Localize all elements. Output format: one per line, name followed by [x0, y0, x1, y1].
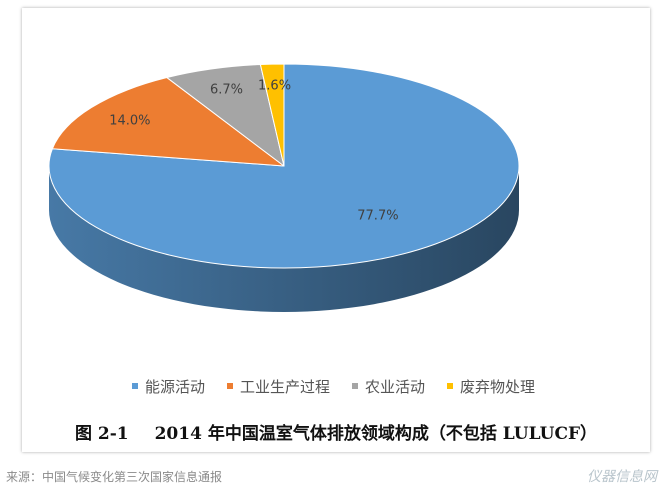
- legend-item-3: 废弃物处理: [447, 376, 535, 397]
- watermark: 仪器信息网: [587, 469, 657, 485]
- figure-title: 2014 年中国温室气体排放领域构成（不包括 LULUCF）: [154, 424, 598, 444]
- pie-side-0: [49, 166, 519, 312]
- data-label-1: 14.0%: [109, 113, 150, 128]
- pie-slice-3: [259, 63, 285, 167]
- data-label-3: 1.6%: [258, 79, 291, 94]
- data-label-2: 6.7%: [210, 82, 243, 97]
- legend-label-2: 农业活动: [365, 377, 426, 396]
- legend-label-0: 能源活动: [145, 377, 206, 396]
- data-label-0: 77.7%: [357, 208, 398, 223]
- legend: 能源活动 工业生产过程 农业活动 废弃物处理: [132, 376, 535, 396]
- figure-number: 图 2-1: [74, 424, 129, 444]
- legend-item-2: 农业活动: [352, 376, 425, 397]
- legend-swatch-3: [447, 383, 454, 389]
- legend-swatch-2: [352, 383, 359, 389]
- chart-card: 77.7% 14.0% 6.7% 1.6% 能源活动 工业生产过程 农业活动 废弃物处理 图…: [22, 8, 650, 452]
- source-note: 来源：中国气候变化第三次国家信息通报: [6, 470, 223, 484]
- legend-label-1: 工业生产过程: [240, 377, 331, 396]
- legend-item-0: 能源活动: [132, 376, 205, 397]
- figure-caption: 图 2-1 2014 年中国温室气体排放领域构成（不包括 LULUCF）: [22, 419, 650, 444]
- pie-chart: 77.7% 14.0% 6.7% 1.6%: [48, 63, 520, 312]
- legend-swatch-0: [132, 383, 138, 389]
- pie-slice-1: [51, 77, 285, 167]
- pie-side-group: [49, 166, 519, 312]
- pie-top-group: [48, 63, 520, 269]
- legend-label-3: 废弃物处理: [460, 377, 536, 396]
- legend-swatch-1: [227, 383, 234, 389]
- legend-item-1: 工业生产过程: [227, 376, 330, 397]
